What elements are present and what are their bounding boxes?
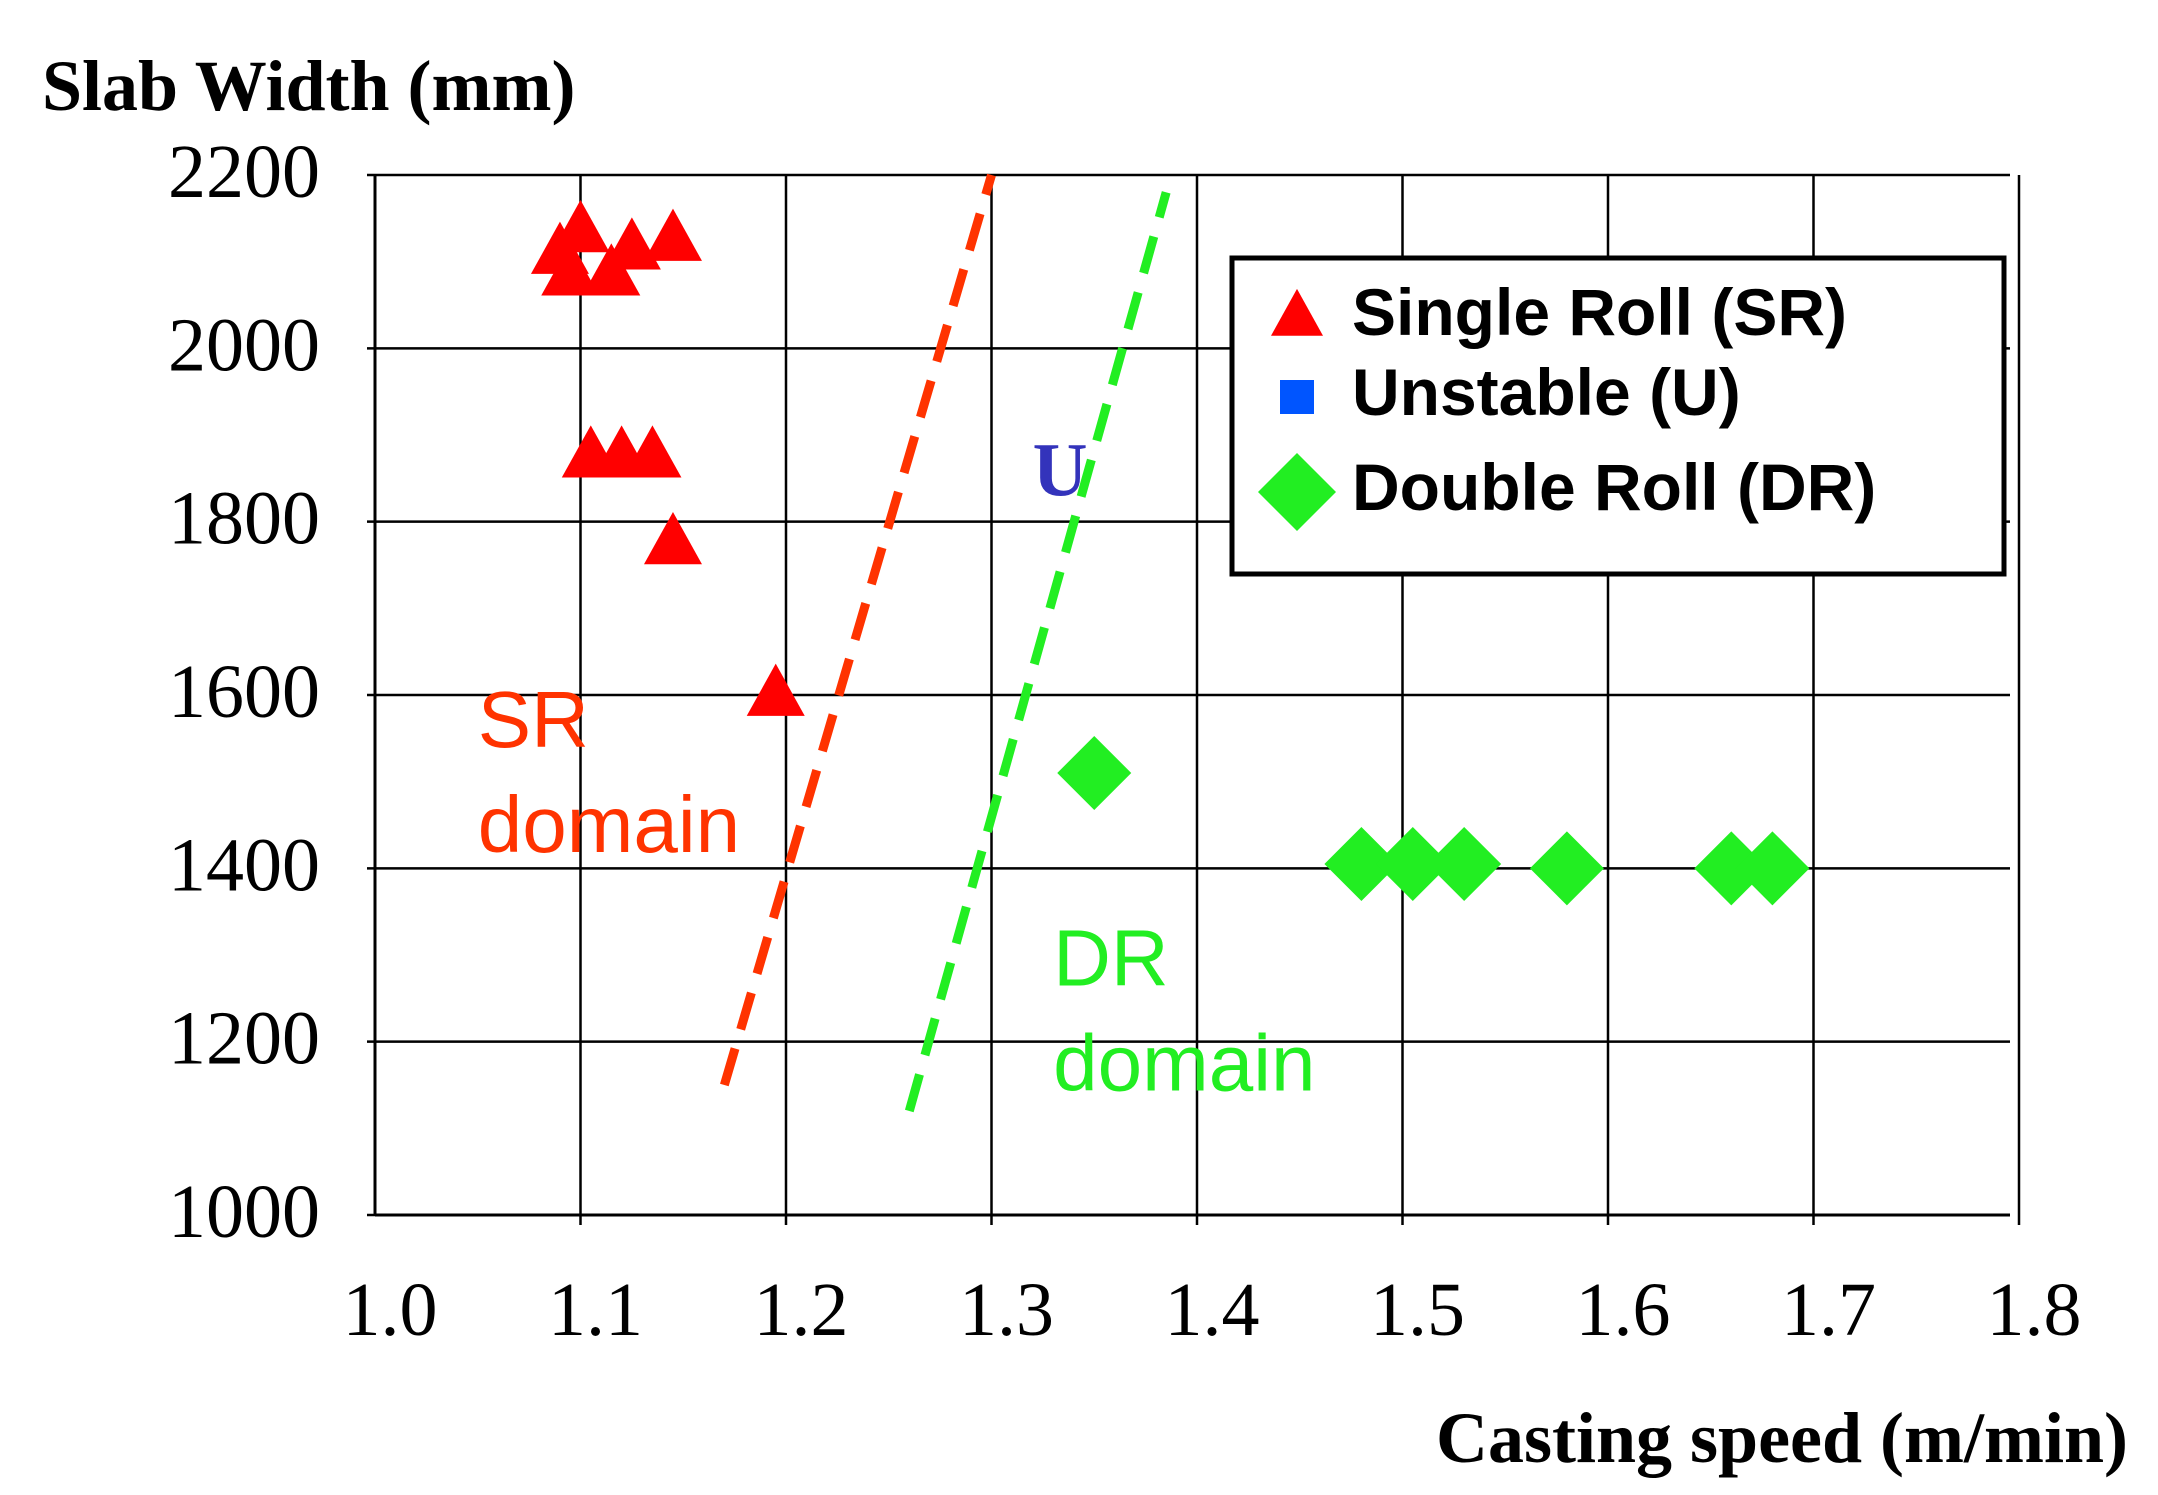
legend-label: Double Roll (DR) bbox=[1352, 450, 1876, 524]
annotations: SR domain U DR domain bbox=[478, 429, 1316, 1108]
sr-point bbox=[541, 243, 600, 296]
x-axis-ticks: 1.0 1.1 1.2 1.3 1.4 1.5 1.6 1.7 1.8 bbox=[343, 1268, 2082, 1352]
legend-marker-u bbox=[1280, 380, 1314, 414]
sr-point bbox=[623, 425, 682, 478]
y-axis-title: Slab Width (mm) bbox=[42, 46, 575, 126]
dr-point bbox=[1375, 827, 1450, 901]
x-axis-title: Casting speed (m/min) bbox=[1436, 1398, 2128, 1478]
x-tick-label: 1.1 bbox=[548, 1268, 643, 1352]
y-axis-ticks: 2200 2000 1800 1600 1400 1200 1000 bbox=[168, 130, 320, 1254]
sr-point bbox=[643, 208, 702, 261]
y-tick-label: 1600 bbox=[168, 650, 320, 734]
legend-marker-sr bbox=[1271, 288, 1323, 336]
sr-point bbox=[551, 200, 610, 253]
legend-box bbox=[1229, 255, 2007, 577]
y-tick-label: 1800 bbox=[168, 477, 320, 561]
x-tick-label: 1.3 bbox=[959, 1268, 1054, 1352]
sr-domain-label: domain bbox=[478, 780, 740, 869]
dr-point bbox=[1735, 831, 1810, 906]
legend-items: Single Roll (SR)Unstable (U) Double Roll … bbox=[1258, 275, 1876, 531]
y-tick-label: 1200 bbox=[168, 997, 320, 1081]
sr-point bbox=[602, 217, 661, 270]
sr-domain-label: SR bbox=[478, 675, 589, 764]
domain-boundaries bbox=[720, 173, 1171, 1113]
x-tick-label: 1.4 bbox=[1165, 1268, 1260, 1352]
legend-label: Single Roll (SR) bbox=[1352, 275, 1847, 349]
x-tick-label: 1.8 bbox=[1987, 1268, 2082, 1352]
x-tick-label: 1.5 bbox=[1370, 1268, 1465, 1352]
legend-marker-dr bbox=[1258, 453, 1336, 531]
legend: Single Roll (SR)Unstable (U) Double Roll … bbox=[1229, 255, 2007, 577]
dr-boundary-line bbox=[904, 191, 1171, 1113]
dr-domain-label: domain bbox=[1053, 1018, 1315, 1107]
dr-point bbox=[1324, 827, 1399, 901]
dr-point bbox=[1694, 831, 1769, 906]
sr-point bbox=[643, 512, 702, 565]
y-tick-label: 2200 bbox=[168, 130, 320, 214]
y-tick-label: 1400 bbox=[168, 823, 320, 907]
x-tick-label: 1.6 bbox=[1576, 1268, 1671, 1352]
x-tick-label: 1.0 bbox=[343, 1268, 438, 1352]
x-tick-label: 1.7 bbox=[1781, 1268, 1876, 1352]
dr-point bbox=[1427, 827, 1502, 901]
dr-domain-label: DR bbox=[1053, 913, 1169, 1002]
legend-label: Unstable (U) bbox=[1352, 355, 1741, 429]
u-label-label: U bbox=[1033, 429, 1088, 513]
y-tick-label: 2000 bbox=[168, 303, 320, 387]
x-tick-label: 1.2 bbox=[754, 1268, 849, 1352]
sr-boundary-line bbox=[720, 173, 996, 1087]
dr-point bbox=[1529, 831, 1604, 906]
data-marks bbox=[530, 200, 1810, 906]
dr-point bbox=[1057, 736, 1132, 810]
sr-point bbox=[746, 663, 805, 716]
y-tick-label: 1000 bbox=[168, 1170, 320, 1254]
